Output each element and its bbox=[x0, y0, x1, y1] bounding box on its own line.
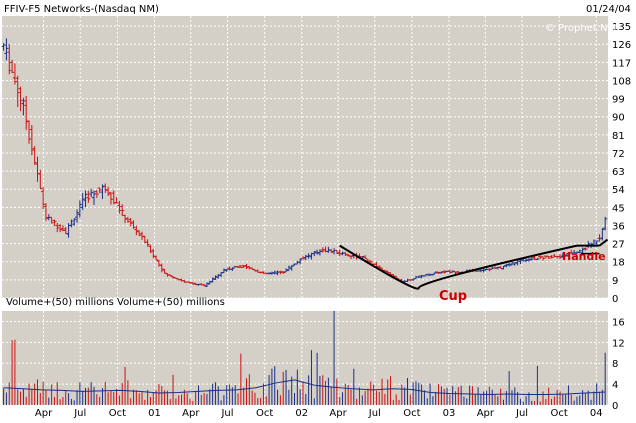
x-tick-label: 02 bbox=[295, 408, 308, 419]
x-tick-label: Oct bbox=[109, 408, 126, 419]
chart-date: 01/24/04 bbox=[586, 4, 631, 15]
price-bars bbox=[1, 38, 608, 288]
volume-y-tick-label: 12 bbox=[612, 338, 625, 349]
volume-bars bbox=[3, 311, 606, 405]
price-y-tick-label: 27 bbox=[612, 240, 625, 251]
price-y-tick-label: 9 bbox=[612, 276, 618, 287]
handle-label: Handle bbox=[562, 250, 606, 263]
cup-handle-lines bbox=[339, 238, 609, 290]
price-y-tick-label: 108 bbox=[612, 76, 631, 87]
x-tick-label: Apr bbox=[329, 408, 347, 419]
x-tick-label: Oct bbox=[256, 408, 273, 419]
price-y-tick-label: 81 bbox=[612, 131, 625, 142]
x-tick-label: Apr bbox=[35, 408, 53, 419]
volume-y-tick-label: 0 bbox=[612, 401, 618, 412]
price-y-tick-label: 18 bbox=[612, 258, 625, 269]
price-y-tick-label: 90 bbox=[612, 113, 625, 124]
breakout-line bbox=[598, 238, 609, 247]
x-tick-label: Jul bbox=[368, 408, 381, 419]
price-y-tick-label: 117 bbox=[612, 58, 631, 69]
price-y-tick-label: 126 bbox=[612, 40, 631, 51]
volume-label-1: Volume+(50) millions bbox=[6, 297, 114, 308]
volume-y-tick-label: 16 bbox=[612, 317, 625, 328]
price-y-tick-label: 63 bbox=[612, 167, 625, 178]
volume-label-2: Volume+(50) millions bbox=[117, 297, 225, 308]
x-tick-label: Apr bbox=[182, 408, 200, 419]
cup-label: Cup bbox=[439, 289, 467, 304]
price-panel-background bbox=[2, 16, 608, 298]
x-axis: Apr Jul Oct 01 Apr Jul Oct 02 Apr Jul Oct 03 Apr Jul O… bbox=[35, 408, 603, 419]
volume-y-axis: 0 4 8 12 16 bbox=[612, 317, 625, 412]
price-y-axis: 0 9 18 27 36 45 54 63 72 81 90 99 108 117 126 135 bbox=[612, 22, 631, 305]
volume-y-tick-label: 4 bbox=[612, 380, 618, 391]
volume-gridlines bbox=[2, 311, 608, 406]
x-tick-label: Jul bbox=[220, 408, 233, 419]
x-tick-label: Apr bbox=[477, 408, 495, 419]
volume-y-tick-label: 8 bbox=[612, 359, 618, 370]
x-tick-label: Jul bbox=[73, 408, 86, 419]
x-tick-label: Oct bbox=[403, 408, 420, 419]
cup-curve bbox=[339, 244, 578, 290]
price-y-tick-label: 72 bbox=[612, 149, 625, 160]
volume-average-line bbox=[3, 379, 606, 396]
price-y-tick-label: 36 bbox=[612, 221, 625, 232]
x-tick-label: 01 bbox=[148, 408, 161, 419]
chart-title: FFIV-F5 Networks-(Nasdaq NM) bbox=[4, 4, 159, 15]
volume-panel-background bbox=[2, 311, 608, 405]
price-gridlines bbox=[2, 16, 608, 299]
price-y-tick-label: 45 bbox=[612, 203, 625, 214]
x-tick-label: 03 bbox=[443, 408, 456, 419]
x-tick-label: 04 bbox=[590, 408, 603, 419]
x-tick-label: Jul bbox=[515, 408, 528, 419]
price-y-tick-label: 0 bbox=[612, 294, 618, 305]
volume-panel: 0 4 8 12 16 bbox=[2, 311, 625, 412]
price-panel: 0 9 18 27 36 45 54 63 72 81 90 99 108 117 126 135 bbox=[1, 16, 631, 305]
watermark: © Prophet.Net bbox=[545, 23, 618, 34]
x-tick-label: Oct bbox=[551, 408, 568, 419]
price-y-tick-label: 135 bbox=[612, 22, 631, 33]
price-y-tick-label: 54 bbox=[612, 185, 625, 196]
price-y-tick-label: 99 bbox=[612, 95, 625, 106]
